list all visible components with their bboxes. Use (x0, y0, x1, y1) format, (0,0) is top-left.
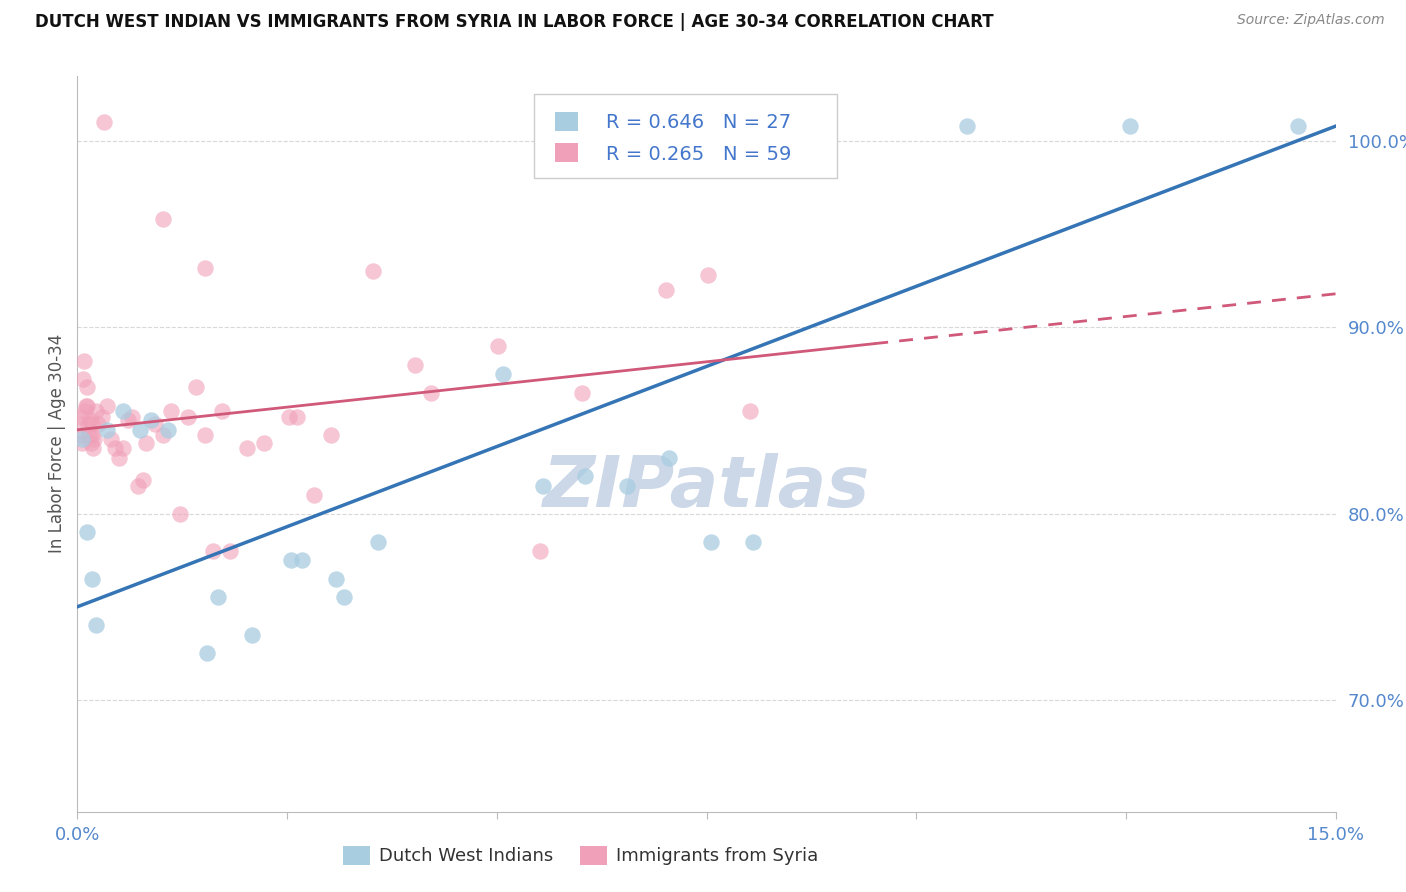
Point (658, 450, 681, 465)
Point (186, 380, 208, 394)
Point (80, 435, 103, 450)
Point (302, 488, 325, 502)
Point (699, 534, 721, 549)
Point (112, 442, 135, 456)
Point (76, 399, 98, 413)
Point (93, 115, 115, 129)
Point (69, 409, 91, 424)
Point (740, 404, 762, 418)
Point (177, 409, 200, 424)
Point (319, 428, 342, 442)
Point (141, 413, 163, 427)
Point (121, 409, 143, 424)
Y-axis label: In Labor Force | Age 30-34: In Labor Force | Age 30-34 (48, 334, 66, 553)
Point (100, 432, 122, 446)
Point (80, 417, 103, 432)
Point (91, 409, 114, 424)
Point (70, 432, 93, 446)
Point (84, 618, 107, 632)
Point (76, 525, 98, 540)
Point (82, 442, 104, 456)
Point (129, 423, 152, 437)
Point (955, 119, 977, 133)
Point (207, 591, 229, 605)
Point (87, 417, 110, 432)
Point (77, 428, 100, 442)
Point (79, 413, 101, 427)
Point (96, 399, 118, 413)
Point (82, 572, 104, 586)
Point (574, 469, 596, 483)
Point (72, 435, 94, 450)
Text: ZIPatlas: ZIPatlas (543, 453, 870, 523)
Point (84, 404, 107, 418)
Point (194, 428, 217, 442)
Point (202, 544, 225, 558)
Point (69, 417, 91, 432)
Text: R = 0.646   N = 27: R = 0.646 N = 27 (606, 113, 792, 132)
Text: R = 0.265   N = 59: R = 0.265 N = 59 (606, 145, 792, 163)
Point (156, 423, 179, 437)
Point (1119, 119, 1142, 133)
Point (280, 553, 302, 567)
Point (492, 367, 515, 381)
Point (420, 385, 443, 400)
Point (529, 544, 551, 558)
Point (697, 268, 720, 282)
Point (277, 409, 299, 424)
Point (333, 591, 356, 605)
Point (152, 428, 174, 442)
Point (75, 399, 97, 413)
Point (73, 404, 96, 418)
Point (195, 646, 218, 660)
Point (112, 404, 135, 418)
Point (70, 428, 93, 442)
Point (83, 432, 105, 446)
Point (219, 544, 242, 558)
Point (325, 572, 347, 586)
Point (132, 473, 155, 487)
Point (285, 409, 308, 424)
Point (76, 380, 98, 394)
Point (127, 478, 149, 492)
Point (655, 283, 678, 297)
Text: Source: ZipAtlas.com: Source: ZipAtlas.com (1237, 13, 1385, 28)
Point (291, 553, 314, 567)
Text: DUTCH WEST INDIAN VS IMMIGRANTS FROM SYRIA IN LABOR FORCE | AGE 30-34 CORRELATIO: DUTCH WEST INDIAN VS IMMIGRANTS FROM SYR… (35, 13, 994, 31)
Point (236, 442, 259, 456)
Point (152, 212, 174, 227)
Point (82, 428, 104, 442)
Point (367, 534, 389, 549)
Point (169, 507, 191, 521)
Point (616, 478, 638, 492)
Point (741, 534, 763, 549)
Point (361, 264, 384, 278)
Point (1286, 119, 1309, 133)
Point (571, 385, 593, 400)
Point (135, 435, 157, 450)
Point (160, 404, 183, 418)
Legend: Dutch West Indians, Immigrants from Syria: Dutch West Indians, Immigrants from Syri… (336, 838, 825, 872)
Point (531, 478, 554, 492)
Point (211, 404, 233, 418)
Point (72, 372, 94, 386)
Point (73, 354, 96, 368)
Point (104, 442, 127, 456)
Point (404, 358, 426, 372)
Point (96, 423, 118, 437)
Point (117, 413, 139, 427)
Point (240, 628, 263, 642)
Point (143, 417, 166, 432)
Point (252, 435, 274, 450)
Point (488, 339, 510, 353)
Point (108, 450, 131, 465)
Point (77, 417, 100, 432)
Point (194, 260, 217, 275)
